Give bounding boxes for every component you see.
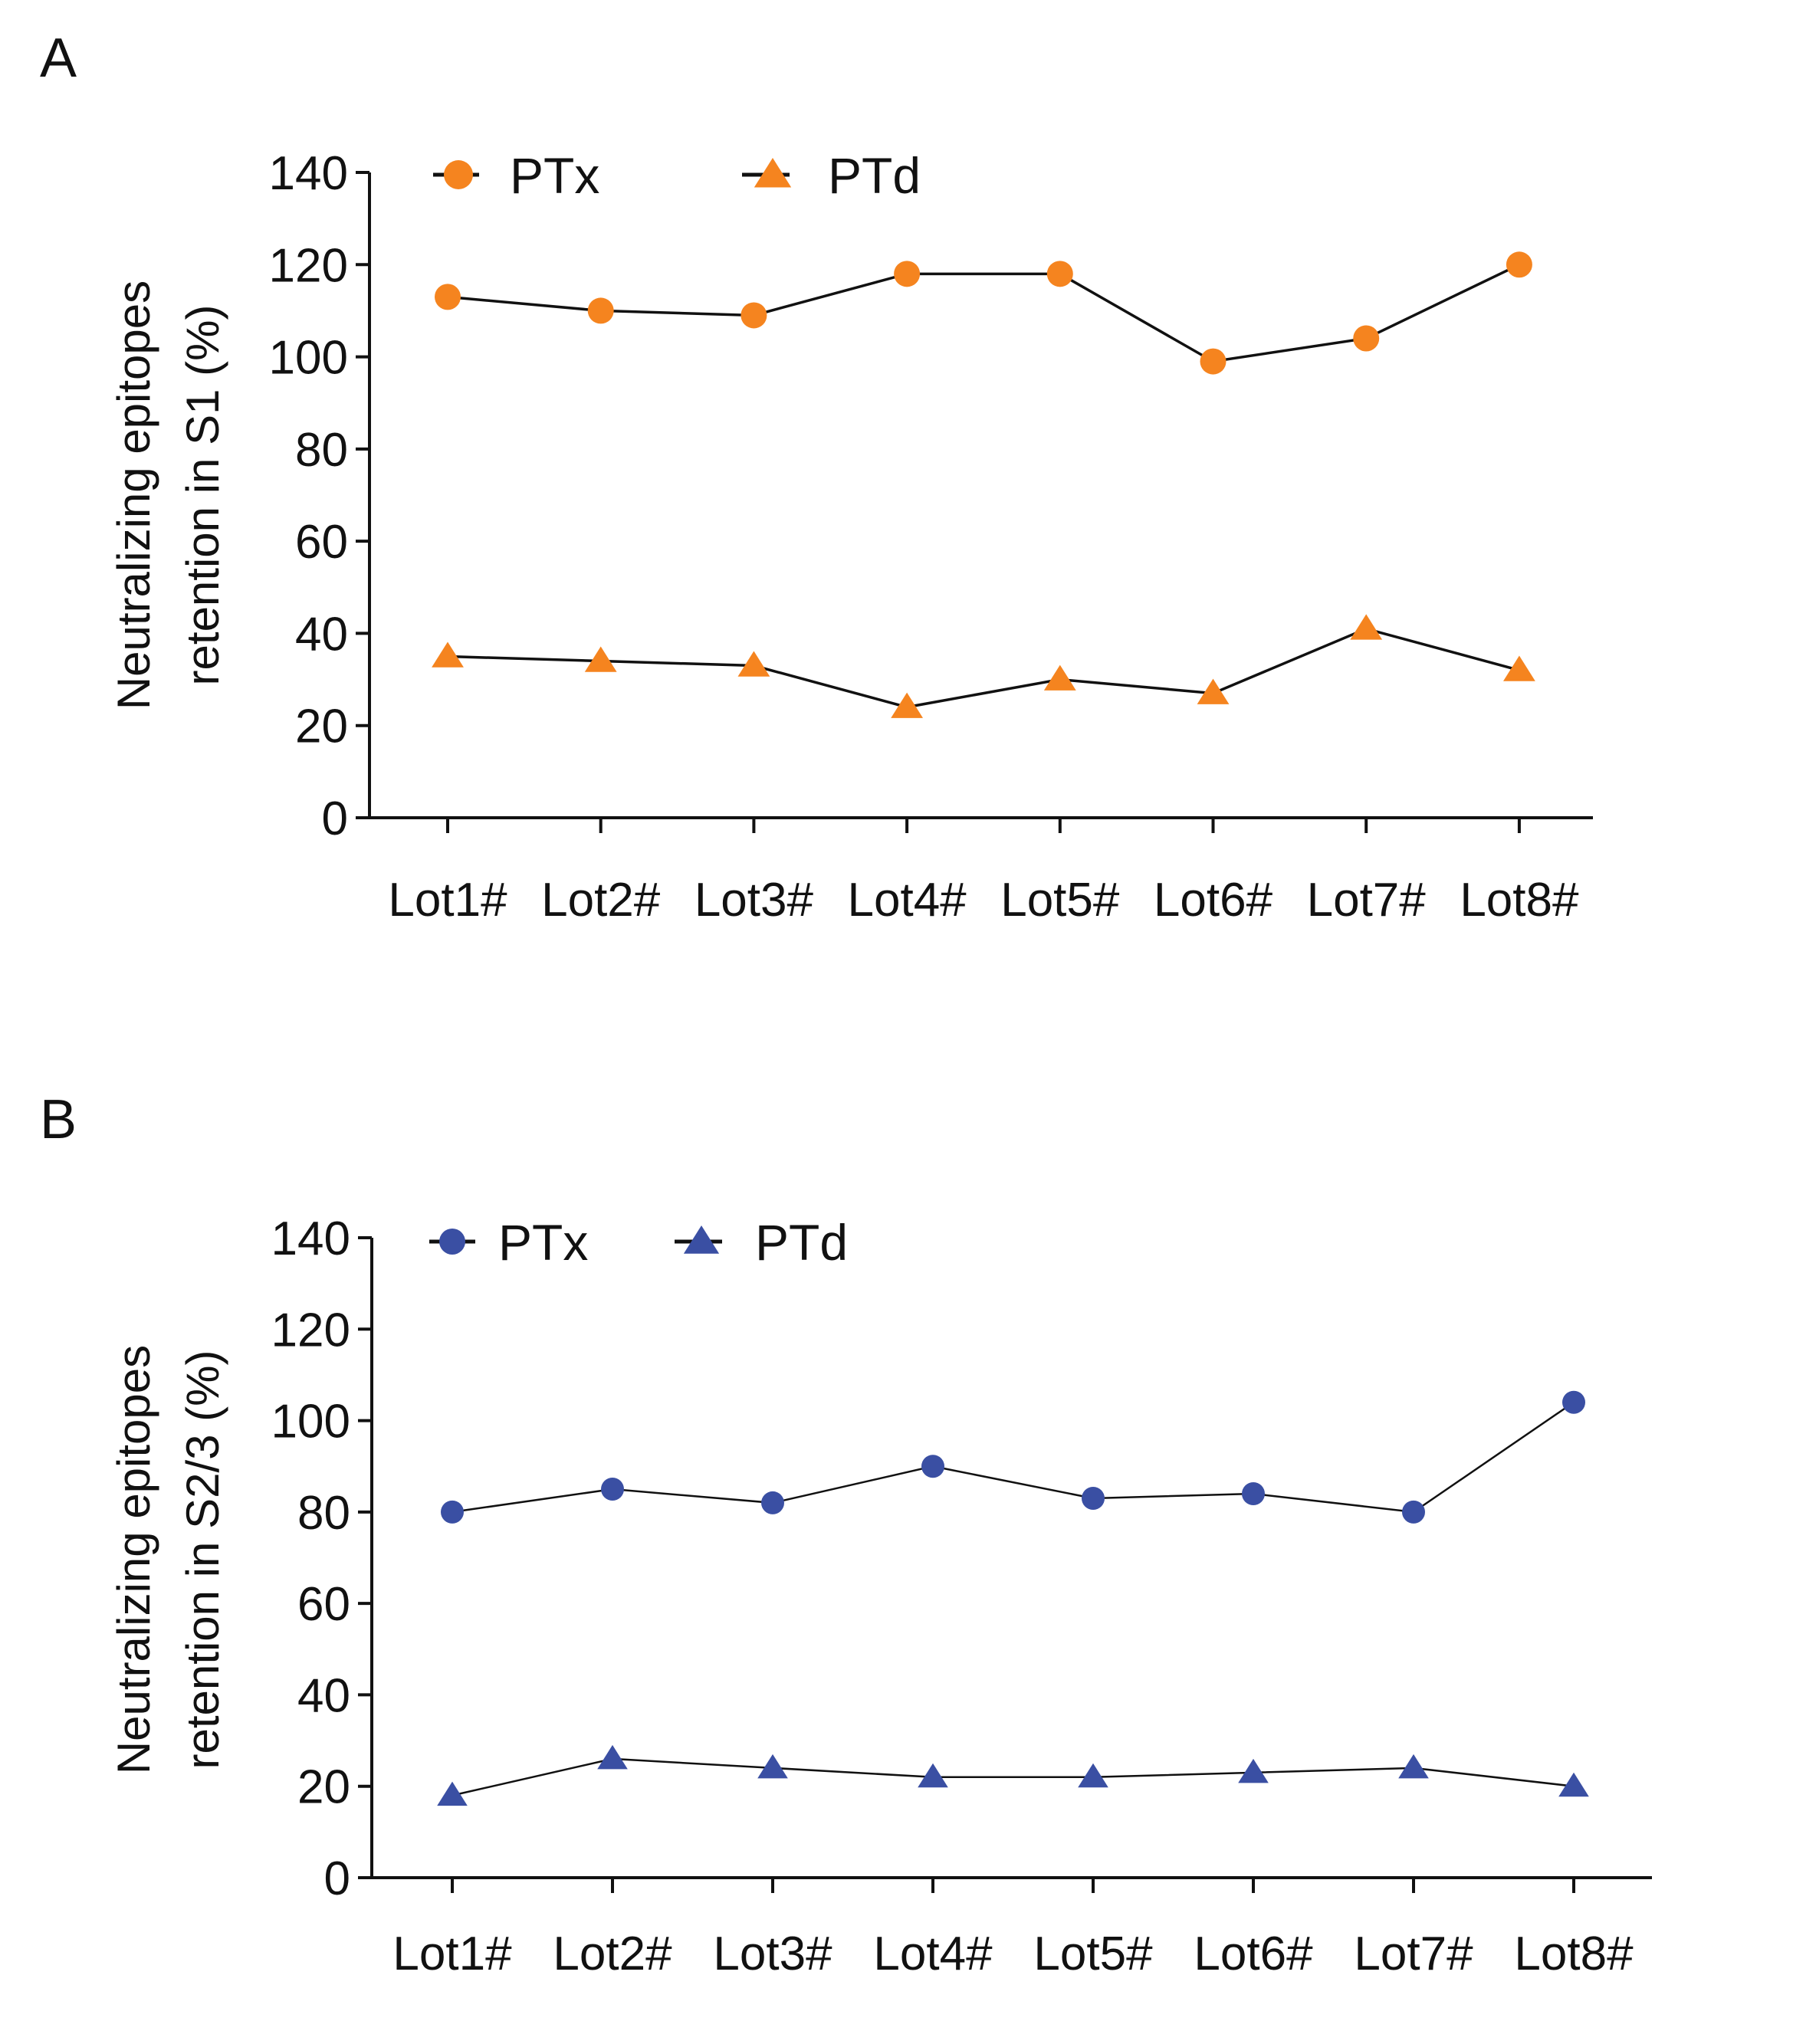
x-category-label: Lot4# [848,874,967,927]
x-category-label: Lot5# [1000,874,1120,927]
data-point [587,297,614,324]
x-category-label: Lot5# [1033,1928,1153,1980]
data-point [435,284,461,310]
data-point [1558,1772,1589,1797]
data-point [741,302,767,329]
y-tick-label: 120 [271,1304,350,1357]
x-category-label: Lot1# [388,874,507,927]
x-category-label: Lot3# [713,1928,832,1980]
data-point [761,1491,784,1514]
data-point [1353,325,1380,352]
x-category-label: Lot1# [392,1928,512,1980]
y-tick-label: 80 [297,1487,350,1540]
data-point [1506,251,1532,278]
y-axis-title-line1: Neutralizing epitopes [108,1345,159,1774]
legend-entry-ptd: PTd [742,147,921,204]
legend-marker [683,1225,720,1254]
series-line [452,1757,1575,1796]
legend-label: PTd [755,1214,848,1271]
data-point [1046,261,1073,287]
series-line [447,263,1520,363]
data-point [1503,655,1535,681]
data-point [1200,348,1227,375]
data-point [1197,678,1230,704]
x-category-label: Lot7# [1307,874,1427,927]
data-point [597,1744,628,1770]
data-point [1238,1758,1269,1783]
panel-letter: B [40,1089,77,1150]
data-point [921,1455,944,1478]
data-point [1082,1486,1105,1510]
data-point [737,651,770,677]
data-point [894,261,921,287]
data-point [1402,1500,1425,1524]
data-point [1562,1390,1585,1414]
x-category-label: Lot2# [553,1928,672,1980]
x-category-label: Lot8# [1514,1928,1634,1980]
y-tick-label: 20 [295,700,348,753]
y-axis-title-line2: retention in S1 (%) [177,305,228,686]
x-category-label: Lot6# [1154,874,1273,927]
data-point [584,646,617,672]
y-tick-label: 0 [322,792,348,845]
series-ptd [432,614,1535,718]
legend-marker [444,160,473,189]
legend-label: PTx [510,147,599,204]
y-tick-label: 40 [295,608,348,661]
legend-marker [754,158,792,188]
legend-entry-ptd: PTd [675,1214,848,1271]
y-tick-label: 40 [297,1669,350,1722]
legend-marker [439,1229,465,1255]
series-line [452,1401,1575,1514]
x-category-label: Lot7# [1354,1928,1473,1980]
y-tick-label: 120 [269,239,348,292]
series-ptd [437,1744,1589,1806]
y-tick-label: 80 [295,424,348,477]
legend-label: PTx [498,1214,588,1271]
y-tick-label: 60 [297,1578,350,1631]
legend-entry-ptx: PTx [429,1214,588,1271]
y-tick-label: 140 [271,1212,350,1265]
y-tick-label: 0 [324,1852,350,1905]
legend-label: PTd [828,147,921,204]
y-tick-label: 100 [269,332,348,385]
x-category-label: Lot8# [1460,874,1579,927]
x-category-label: Lot6# [1194,1928,1313,1980]
y-tick-label: 100 [271,1396,350,1449]
chart-panel-a: A 0 20 40 60 80 100 120 140 Lot1# Lot2# Lot3# Lot4# L… [40,28,1593,927]
data-point [601,1478,624,1501]
x-category-label: Lot3# [695,874,814,927]
chart-panel-b: B 0 20 40 60 80 100 120 140 Lot1# Lot2# Lot3# Lot4# L… [40,1089,1652,1980]
y-tick-label: 60 [295,516,348,569]
series-ptx [435,251,1532,375]
legend-entry-ptx: PTx [433,147,599,204]
data-point [918,1763,948,1788]
data-point [757,1754,788,1779]
data-point [437,1781,468,1806]
x-category-label: Lot2# [541,874,661,927]
series-ptx [441,1390,1585,1524]
y-tick-label: 140 [269,147,348,200]
y-axis-title-line2: retention in S2/3 (%) [177,1350,228,1770]
data-point [441,1500,464,1524]
data-point [1398,1754,1429,1779]
y-axis-title-line1: Neutralizing epitopes [108,281,159,710]
series-line [447,627,1520,709]
data-point [1078,1763,1108,1788]
data-point [1043,664,1076,691]
data-point [891,692,923,718]
data-point [1350,614,1383,640]
panel-letter: A [40,28,77,89]
data-point [1242,1482,1265,1505]
data-point [432,641,464,668]
x-category-label: Lot4# [873,1928,993,1980]
y-tick-label: 20 [297,1761,350,1814]
